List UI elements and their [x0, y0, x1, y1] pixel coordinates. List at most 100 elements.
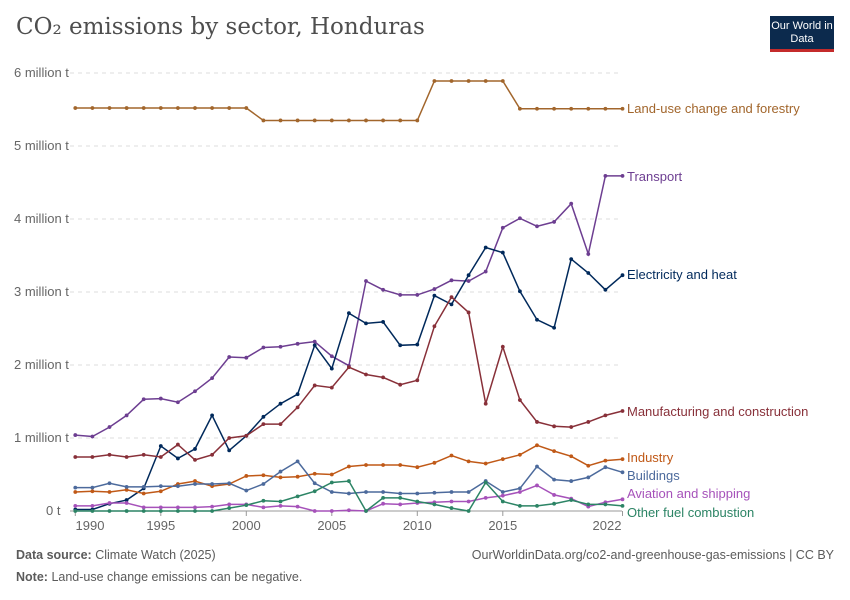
data-point [381, 501, 385, 506]
data-point [535, 464, 539, 469]
data-point [312, 118, 317, 123]
data-point [432, 490, 437, 495]
owid-logo[interactable]: Our World in Data [770, 16, 834, 52]
data-point [552, 106, 556, 111]
y-tick-label: 5 million t [14, 138, 69, 153]
data-point [141, 452, 146, 457]
data-point [329, 509, 334, 513]
data-point [466, 490, 471, 494]
chart-title: CO₂ emissions by sector, Honduras [16, 14, 425, 40]
data-point [193, 447, 197, 451]
data-point [73, 455, 78, 459]
data-point [466, 279, 471, 283]
data-point [210, 452, 215, 457]
data-point [364, 118, 368, 123]
data-point [278, 422, 283, 427]
data-point [432, 287, 437, 291]
data-point [210, 504, 215, 509]
data-point [483, 79, 488, 83]
data-point [415, 491, 420, 496]
data-point [586, 420, 591, 424]
data-point [329, 118, 334, 123]
data-point [500, 490, 505, 494]
data-point [569, 201, 574, 206]
x-tick-label: 2010 [403, 518, 432, 533]
data-point [381, 287, 385, 292]
data-point [449, 302, 454, 307]
source-text[interactable]: Climate Watch (2025) [95, 548, 216, 562]
data-point [158, 509, 163, 513]
data-point [381, 118, 385, 123]
data-point [124, 501, 129, 505]
data-point [295, 118, 300, 123]
data-point [518, 490, 522, 494]
data-point [483, 495, 488, 500]
x-tick-label: 2015 [488, 518, 517, 533]
data-point [347, 491, 351, 496]
data-point [552, 477, 556, 482]
x-tick-label: 2005 [317, 518, 346, 533]
y-tick-label: 2 million t [14, 357, 69, 372]
data-point [124, 413, 129, 418]
data-point [347, 479, 351, 483]
data-point [124, 485, 129, 489]
data-point [586, 271, 591, 275]
data-point [261, 345, 266, 350]
data-point [347, 464, 351, 469]
data-point [518, 452, 522, 457]
data-point [364, 490, 368, 494]
y-tick-label: 3 million t [14, 284, 69, 299]
x-tick-label: 2022 [593, 518, 622, 533]
data-point [124, 498, 129, 502]
data-point [73, 485, 78, 490]
data-point [535, 483, 539, 488]
data-point [90, 485, 95, 490]
data-point [398, 293, 403, 297]
data-point [90, 509, 95, 513]
data-point [261, 422, 266, 427]
data-point [210, 106, 215, 110]
data-point [73, 490, 78, 494]
data-point [381, 495, 385, 500]
data-point [295, 494, 300, 499]
data-point [449, 295, 454, 300]
data-point [603, 458, 608, 463]
data-point [398, 382, 403, 387]
data-point [244, 433, 249, 438]
data-point [398, 491, 403, 496]
data-point [398, 463, 403, 467]
data-point [261, 118, 266, 123]
data-point [603, 287, 608, 292]
data-point [500, 225, 505, 230]
data-point [620, 174, 625, 178]
data-point [620, 503, 625, 508]
data-point [415, 378, 420, 383]
data-point [500, 79, 505, 83]
data-point [312, 339, 317, 344]
data-point [381, 375, 385, 380]
data-point [620, 273, 625, 278]
data-point [381, 463, 385, 467]
data-point [227, 106, 232, 110]
data-point [295, 474, 300, 479]
note-label: Note: [16, 570, 48, 584]
data-point [141, 505, 146, 510]
data-point [449, 506, 454, 510]
source-url[interactable]: OurWorldinData.org/co2-and-greenhouse-ga… [471, 548, 834, 562]
data-point [449, 490, 454, 494]
data-point [312, 471, 317, 476]
data-point [620, 106, 625, 111]
data-point [398, 502, 403, 507]
data-point [90, 106, 95, 110]
data-point [500, 344, 505, 349]
data-point [449, 278, 454, 283]
data-point [500, 493, 505, 498]
data-point [90, 455, 95, 459]
series-label: Transport [627, 169, 683, 184]
data-point [295, 459, 300, 464]
data-point [569, 106, 574, 111]
data-point [107, 490, 112, 494]
data-point [449, 499, 454, 504]
